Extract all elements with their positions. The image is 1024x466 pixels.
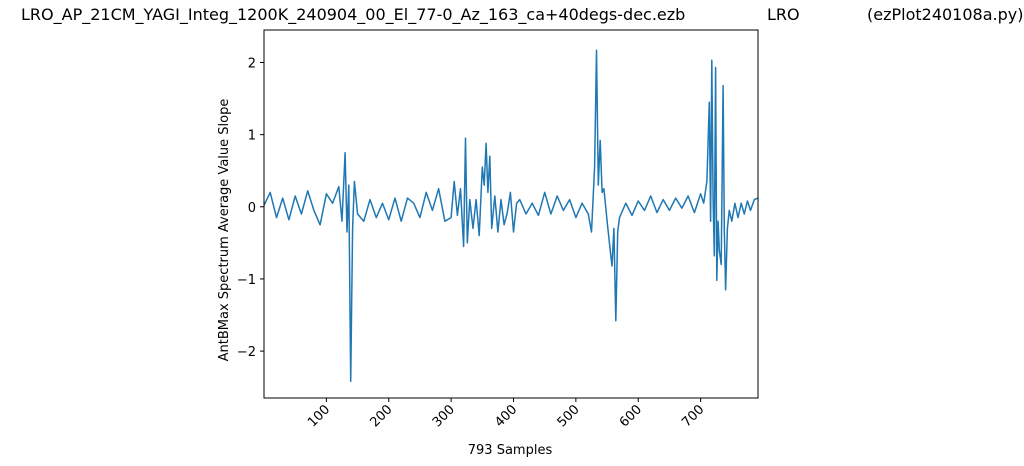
series-line-0 xyxy=(263,49,759,383)
x-tick-label: 200 xyxy=(367,402,395,430)
y-tick-label: −1 xyxy=(237,273,256,288)
y-tick-label: 1 xyxy=(248,129,256,144)
plot-frame xyxy=(263,29,759,399)
y-tick-label: 0 xyxy=(248,201,256,216)
data-layer xyxy=(263,49,759,383)
x-tick-label: 600 xyxy=(617,402,645,430)
y-axis-label: AntBMax Spectrum Average Value Slope xyxy=(217,99,232,362)
x-axis: 100 200 300 400 500 600 700 xyxy=(305,398,707,430)
x-tick-label: 700 xyxy=(679,402,707,430)
x-tick-label: 400 xyxy=(492,402,520,430)
y-tick-label: 2 xyxy=(248,56,256,71)
y-tick-label: −2 xyxy=(237,345,256,360)
x-tick-label: 500 xyxy=(555,402,583,430)
x-tick-label: 100 xyxy=(305,402,333,430)
chart-title-site: LRO xyxy=(767,5,800,24)
chart-title-file: LRO_AP_21CM_YAGI_Integ_1200K_240904_00_E… xyxy=(21,5,686,24)
y-axis: −2 −1 0 1 2 xyxy=(237,56,264,360)
chart-title-program: (ezPlot240108a.py) xyxy=(867,5,1024,24)
x-tick-label: 300 xyxy=(430,402,458,430)
x-axis-label: 793 Samples xyxy=(468,443,553,458)
